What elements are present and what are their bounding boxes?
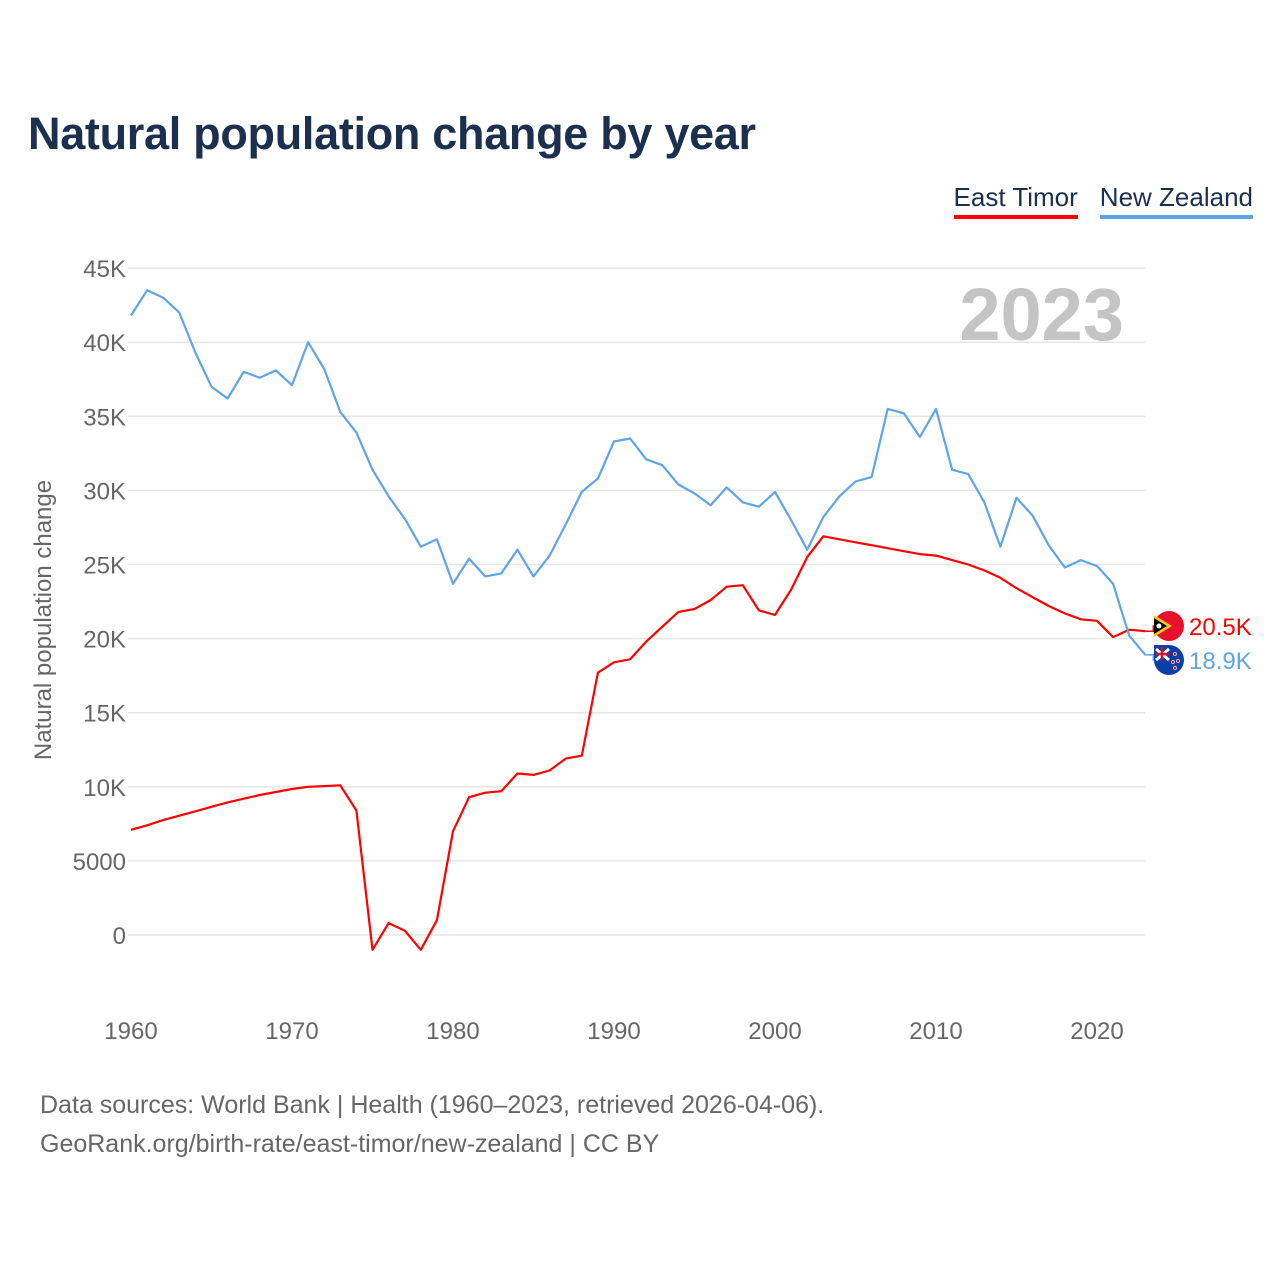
y-tick-label: 15K: [83, 701, 126, 728]
x-tick-label: 1990: [587, 1018, 640, 1045]
end-value-label: 18.9K: [1189, 648, 1252, 675]
east-timor-flag-icon: [1154, 611, 1184, 641]
chart-title: Natural population change by year: [28, 108, 756, 159]
x-tick-label: 1970: [265, 1018, 318, 1045]
legend-east-timor[interactable]: East Timor: [953, 182, 1078, 219]
y-tick-label: 40K: [83, 330, 126, 357]
y-tick-label: 30K: [83, 478, 126, 505]
y-axis-label: Natural population change: [30, 480, 57, 760]
y-tick-label: 0: [113, 923, 126, 950]
legend-new-zealand[interactable]: New Zealand: [1099, 182, 1253, 219]
source-line-1: Data sources: World Bank | Health (1960–…: [40, 1091, 825, 1119]
new-zealand-flag-icon: [1154, 645, 1184, 675]
series-line-new-zealand: [130, 289, 1147, 656]
legend: East Timor New Zealand: [953, 182, 1253, 219]
source-note: Data sources: World Bank | Health (1960–…: [40, 1086, 824, 1164]
x-tick-label: 1960: [104, 1018, 157, 1045]
x-tick-label: 2020: [1070, 1018, 1123, 1045]
end-value-label: 20.5K: [1189, 614, 1252, 641]
series-line-east-timor: [130, 535, 1146, 951]
x-tick-label: 2010: [909, 1018, 962, 1045]
y-tick-label: 5000: [73, 849, 126, 876]
y-tick-label: 35K: [83, 404, 126, 431]
y-tick-label: 45K: [83, 256, 126, 283]
x-tick-label: 2000: [748, 1018, 801, 1045]
y-tick-label: 25K: [83, 553, 126, 580]
x-tick-label: 1980: [426, 1018, 479, 1045]
year-watermark: 2023: [959, 273, 1124, 356]
y-tick-label: 20K: [83, 627, 126, 654]
y-tick-label: 10K: [83, 775, 126, 802]
source-line-2[interactable]: GeoRank.org/birth-rate/east-timor/new-ze…: [40, 1130, 660, 1158]
